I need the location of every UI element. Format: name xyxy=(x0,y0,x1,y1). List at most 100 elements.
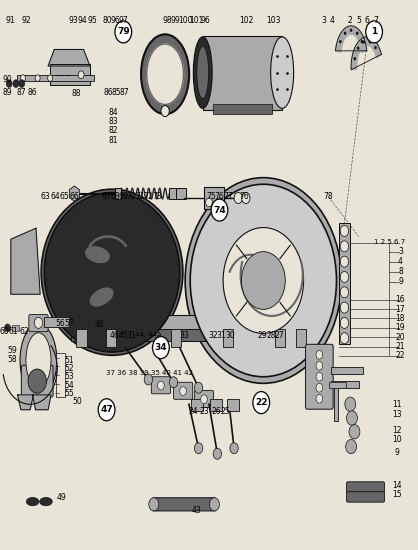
Circle shape xyxy=(361,40,363,43)
Circle shape xyxy=(213,448,222,459)
Ellipse shape xyxy=(85,246,110,263)
Text: 20: 20 xyxy=(395,333,405,342)
Text: 62: 62 xyxy=(19,327,29,336)
Text: 90: 90 xyxy=(3,75,13,84)
Text: 93: 93 xyxy=(68,16,78,25)
Circle shape xyxy=(366,21,382,43)
Circle shape xyxy=(234,192,242,204)
Circle shape xyxy=(340,226,349,236)
Circle shape xyxy=(115,21,132,43)
FancyBboxPatch shape xyxy=(334,384,338,421)
Circle shape xyxy=(253,392,270,414)
Text: 10: 10 xyxy=(392,435,402,444)
FancyBboxPatch shape xyxy=(210,399,222,411)
FancyBboxPatch shape xyxy=(152,498,216,511)
Circle shape xyxy=(13,80,19,87)
Circle shape xyxy=(340,333,349,344)
Circle shape xyxy=(349,425,360,439)
FancyBboxPatch shape xyxy=(296,329,306,346)
Polygon shape xyxy=(336,26,367,52)
Polygon shape xyxy=(48,50,90,66)
Text: 71: 71 xyxy=(135,192,145,201)
Text: 18: 18 xyxy=(396,314,405,323)
FancyBboxPatch shape xyxy=(21,365,53,397)
Text: 46: 46 xyxy=(110,331,120,340)
Polygon shape xyxy=(141,35,189,114)
Polygon shape xyxy=(147,44,184,104)
Text: 85: 85 xyxy=(111,88,121,97)
Text: 89: 89 xyxy=(3,88,13,97)
Circle shape xyxy=(34,317,43,328)
Text: 66: 66 xyxy=(69,192,79,201)
Ellipse shape xyxy=(40,497,52,506)
Text: 19: 19 xyxy=(395,323,405,332)
FancyBboxPatch shape xyxy=(227,399,239,411)
Text: 64: 64 xyxy=(50,192,60,201)
Circle shape xyxy=(223,228,303,333)
Ellipse shape xyxy=(197,47,209,99)
Text: 5: 5 xyxy=(356,16,361,25)
Text: 81: 81 xyxy=(108,136,117,145)
Circle shape xyxy=(211,199,228,221)
Circle shape xyxy=(98,399,115,421)
Text: 103: 103 xyxy=(267,16,281,25)
Text: 97: 97 xyxy=(118,16,128,25)
Text: 21: 21 xyxy=(396,342,405,351)
Polygon shape xyxy=(33,395,51,410)
Text: 72: 72 xyxy=(143,192,153,201)
FancyBboxPatch shape xyxy=(151,377,171,394)
Circle shape xyxy=(5,324,10,332)
Circle shape xyxy=(362,41,365,44)
Text: 37 36 38 39 35: 37 36 38 39 35 xyxy=(106,370,160,376)
FancyBboxPatch shape xyxy=(275,329,285,346)
Circle shape xyxy=(230,443,238,454)
Text: 1 2 5 6 7: 1 2 5 6 7 xyxy=(374,239,405,245)
Text: 22: 22 xyxy=(255,398,268,407)
Text: 12: 12 xyxy=(393,426,402,434)
FancyBboxPatch shape xyxy=(204,187,224,209)
Text: 98: 98 xyxy=(162,16,172,25)
Circle shape xyxy=(374,46,377,50)
Circle shape xyxy=(242,192,250,204)
Text: 101: 101 xyxy=(189,16,204,25)
Text: 86: 86 xyxy=(28,88,38,97)
Text: 17: 17 xyxy=(395,305,405,314)
Polygon shape xyxy=(11,228,40,294)
Text: 74: 74 xyxy=(213,206,226,214)
Circle shape xyxy=(78,71,84,79)
Circle shape xyxy=(316,394,323,403)
Circle shape xyxy=(216,198,222,207)
Text: 86: 86 xyxy=(103,88,113,97)
Circle shape xyxy=(194,382,203,393)
Text: 61: 61 xyxy=(8,327,18,336)
Text: 2: 2 xyxy=(348,16,353,25)
Text: 95: 95 xyxy=(87,16,97,25)
Circle shape xyxy=(339,40,342,43)
Circle shape xyxy=(369,40,371,43)
FancyBboxPatch shape xyxy=(106,329,116,346)
Text: 70: 70 xyxy=(127,192,137,201)
Text: 44, 44A: 44, 44A xyxy=(135,333,162,338)
Text: 91: 91 xyxy=(5,16,15,25)
Circle shape xyxy=(180,387,186,395)
Text: 49: 49 xyxy=(57,493,67,502)
Ellipse shape xyxy=(26,333,51,388)
Text: 96: 96 xyxy=(110,16,120,25)
Text: 31: 31 xyxy=(127,331,137,340)
Circle shape xyxy=(144,374,153,385)
Text: 26: 26 xyxy=(212,407,222,416)
FancyBboxPatch shape xyxy=(76,329,87,346)
Text: 32: 32 xyxy=(208,331,218,340)
Circle shape xyxy=(20,75,25,81)
FancyBboxPatch shape xyxy=(65,315,307,330)
Text: 3: 3 xyxy=(398,248,403,256)
Text: 15: 15 xyxy=(392,490,402,499)
Circle shape xyxy=(340,272,349,283)
Text: 102: 102 xyxy=(240,16,254,25)
Text: 68: 68 xyxy=(110,192,120,201)
Text: 80: 80 xyxy=(102,16,112,25)
Text: 87: 87 xyxy=(16,88,26,97)
Circle shape xyxy=(350,29,352,32)
Text: 14: 14 xyxy=(392,481,402,490)
Circle shape xyxy=(340,256,349,267)
